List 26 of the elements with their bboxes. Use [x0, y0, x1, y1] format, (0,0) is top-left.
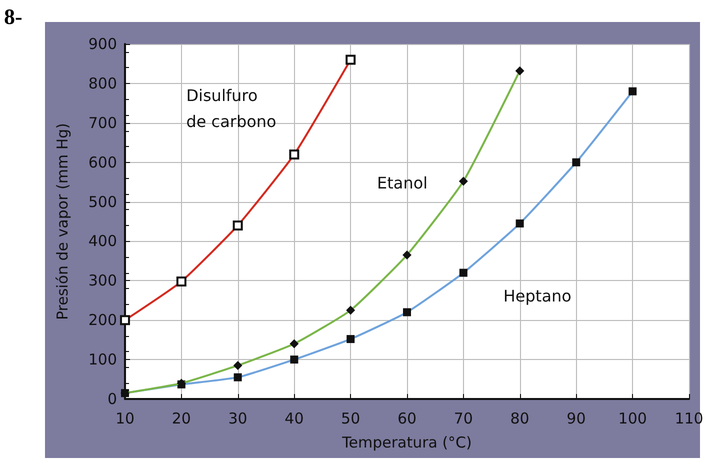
- y-axis-title: Presión de vapor (mm Hg): [54, 123, 72, 320]
- y-tick-label: 800: [88, 74, 117, 92]
- text: Heptano: [503, 286, 572, 306]
- y-tick-label: 600: [88, 153, 117, 172]
- series-label: Etanol: [377, 174, 428, 193]
- x-tick-label: 40: [284, 410, 304, 428]
- y-tick-label: 200: [88, 311, 117, 330]
- x-tick-label: 80: [510, 410, 530, 428]
- x-tick-label: 100: [618, 410, 647, 428]
- y-tick-label: 900: [88, 35, 117, 53]
- x-tick-label: 30: [228, 410, 248, 428]
- y-tick-label: 500: [88, 192, 117, 211]
- y-tick-label: 700: [88, 114, 117, 132]
- text: 8-: [4, 4, 22, 30]
- x-tick-label: 60: [397, 410, 417, 428]
- y-tick-label: 0: [107, 390, 117, 408]
- x-tick-label: 20: [172, 410, 191, 428]
- x-tick-label: 90: [566, 410, 586, 428]
- x-tick-label: 70: [454, 410, 473, 428]
- y-tick-label: 400: [88, 232, 117, 250]
- x-axis-title: Temperatura (°C): [341, 434, 472, 452]
- x-tick-label: 50: [341, 410, 360, 428]
- y-tick-label: 100: [88, 350, 117, 369]
- x-tick-label: 10: [115, 410, 135, 428]
- y-tick-label: 300: [88, 272, 117, 290]
- series-label: Disulfuro de carbono: [186, 86, 276, 131]
